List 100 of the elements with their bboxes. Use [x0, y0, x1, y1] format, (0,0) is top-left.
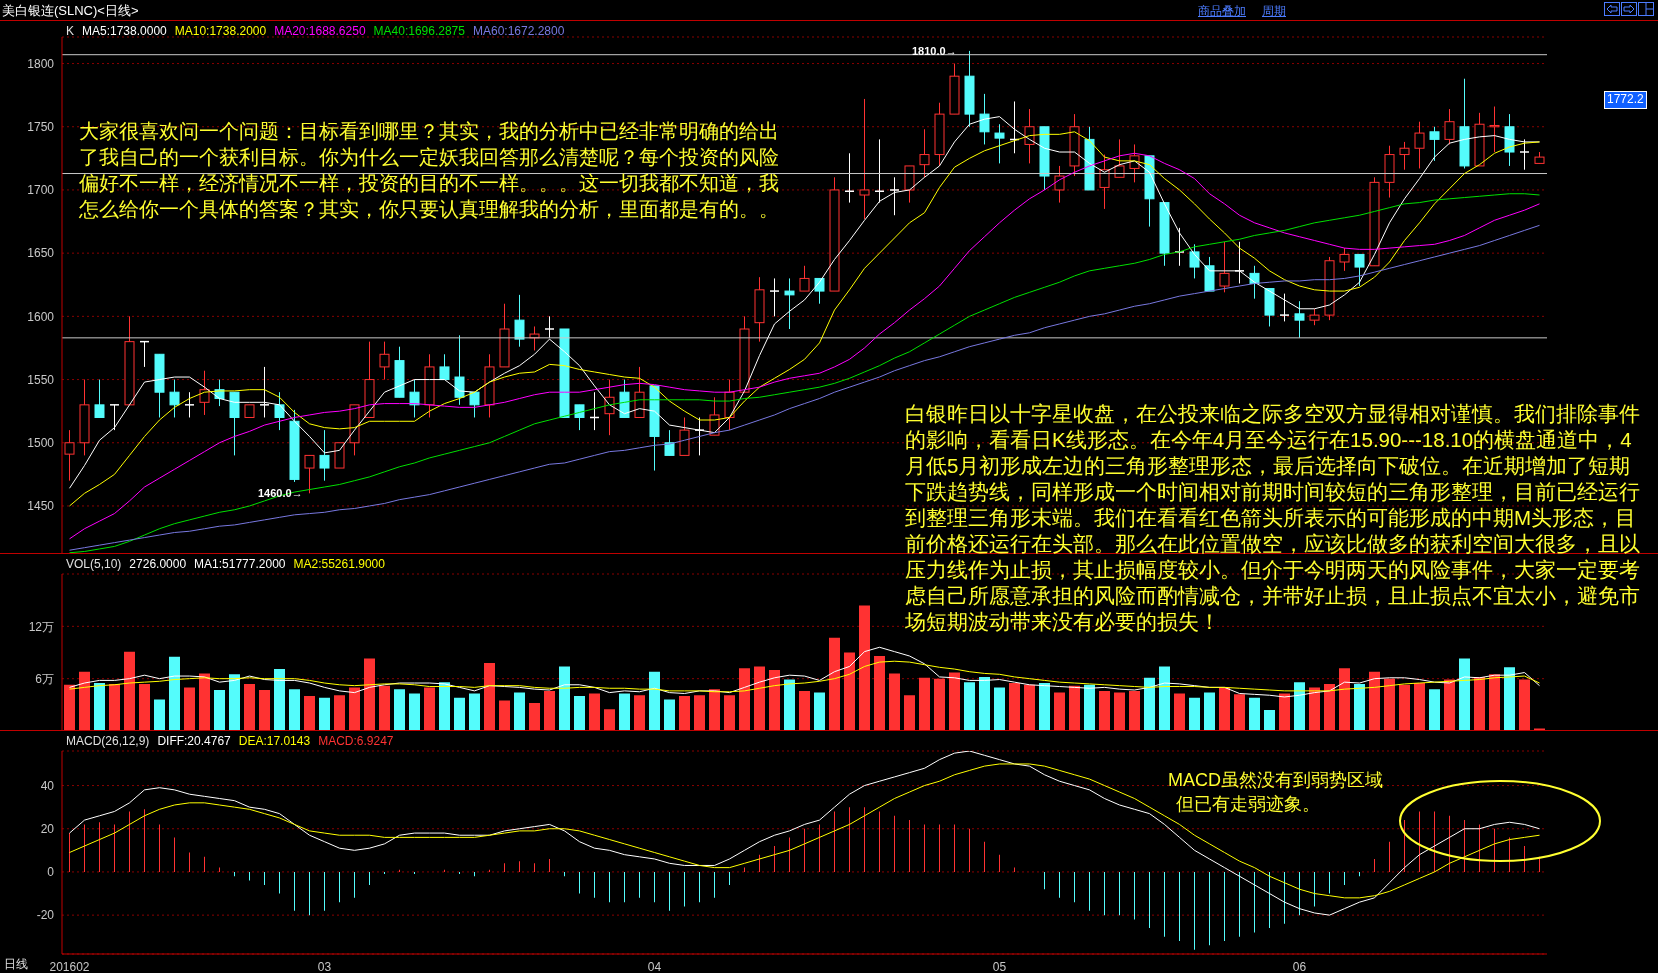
line-series [69, 660, 1540, 693]
candlestick [1339, 247, 1350, 272]
candlestick [769, 277, 780, 317]
candlestick [109, 404, 120, 431]
bar [1309, 687, 1320, 731]
bar [394, 689, 405, 731]
bar [499, 700, 510, 731]
y-tick-label: 1550 [27, 372, 55, 387]
bar [1009, 683, 1020, 731]
candlestick [994, 123, 1005, 164]
text: 白银昨日以十字星收盘，在公投来临之际多空双方显得相对谨慎。我们排除事件的影响，看看日K线形态。在今年4月至今运行在15.90---18.10的横盘通道中，4月低5月初形成左边的三角形整理形态，最后选择向下破位。在近期增加了短期下跌趋势线，同样形成一个时间相对前期时间较短的三角形整理，目前已经运行到整理三角形末端。我们在看看红色箭头所表示的可能形成的中期M头形态，目前价格还运行在头部。那么在此位置做空，应该比做多的获利空间大很多，且以压力线作为止损，其止损幅度较小。但介于今明两天的风险事件，大家一定要考虑自己所愿意承担的风险而酌情减仓，并带好止损，且止损点不宜太小，避免市场短期波动带来没有必要的损失！ [905, 402, 1640, 634]
bar [319, 697, 330, 731]
text: DEA:17.0143 [238, 734, 311, 748]
candlestick [259, 366, 270, 418]
candlestick [469, 391, 480, 418]
bar [289, 689, 300, 731]
y-tick-label: 1800 [27, 56, 55, 71]
text: MA20:1688.6250 [274, 24, 366, 38]
bar [1324, 683, 1335, 731]
bar [634, 695, 645, 731]
bar [1054, 692, 1065, 731]
x-tick-label: 201602 [49, 959, 90, 973]
bar [1069, 685, 1080, 731]
text: MA10:1738.2000 [174, 24, 267, 38]
bar [1489, 674, 1500, 731]
bar [544, 690, 555, 731]
bar [1204, 692, 1215, 731]
candlestick [1429, 126, 1440, 162]
annotation: 但已有走弱迹象。 [1176, 793, 1320, 816]
line-series [69, 751, 1540, 916]
candlestick [304, 454, 315, 494]
chart-title: 美白银连(SLNC)<日线> [2, 2, 139, 20]
bar [424, 687, 435, 731]
candlestick [1294, 300, 1305, 339]
y-tick-label: 1450 [27, 499, 55, 514]
bar [1474, 676, 1485, 731]
candlestick [1444, 108, 1455, 145]
annotation: 大家很喜欢问一个问题：目标看到哪里？其实，我的分析中已经非常明确的给出了我自己的一个获利目标。你为什么一定妖我回答那么清楚呢？每个投资的风险偏好不一样，经济情况不一样，投资的目的不一样。。。这一切我都不知道，我怎么给你一个具体的答案？其实，你只要认真理解我的分析，里面都是有的。。 [79, 119, 780, 222]
candlestick [574, 404, 585, 431]
text: MACD:6.9247 [318, 734, 394, 748]
bar [994, 687, 1005, 731]
bar [1369, 671, 1380, 731]
candlestick [454, 334, 465, 406]
legend-title: VOL(5,10) [66, 557, 122, 571]
candlestick [169, 379, 180, 418]
y-tick-label: 6万 [35, 671, 54, 686]
candlestick [859, 98, 870, 220]
bar [1429, 689, 1440, 731]
candlestick [1414, 121, 1425, 169]
bar [589, 693, 600, 731]
bar [604, 709, 615, 731]
bar [1159, 666, 1170, 731]
bar [379, 685, 390, 731]
candlestick [274, 391, 285, 431]
bar [1264, 710, 1275, 731]
candlestick [184, 391, 195, 418]
bar [1114, 692, 1125, 731]
bar [454, 697, 465, 731]
y-tick-label: 20 [40, 822, 55, 836]
bar [94, 683, 105, 731]
bar [184, 687, 195, 731]
bar [679, 696, 690, 731]
text: 周期 [1262, 4, 1286, 20]
bar [649, 671, 660, 731]
candlestick [1099, 154, 1110, 210]
bar [574, 696, 585, 731]
bar [829, 637, 840, 731]
candlestick [514, 294, 525, 348]
candlestick [439, 353, 450, 381]
text: MA60:1672.2800 [472, 24, 565, 38]
candlestick [199, 370, 210, 416]
candlestick [1189, 243, 1200, 279]
bar [1279, 693, 1290, 731]
candlestick [1354, 253, 1365, 287]
x-tick-label: 03 [317, 959, 332, 973]
bar [139, 683, 150, 731]
bar [1399, 684, 1410, 731]
bar [199, 673, 210, 731]
text: MA40:1696.2875 [373, 24, 465, 38]
y-tick-label: 1650 [27, 246, 55, 261]
y-tick-label: 0 [47, 865, 55, 880]
bar [1039, 683, 1050, 731]
candlestick [1054, 165, 1065, 204]
bar [484, 662, 495, 731]
candlestick [1489, 106, 1500, 153]
bar [169, 656, 180, 731]
y-tick-label: -20 [36, 908, 55, 923]
y-tick-label: 12万 [28, 619, 54, 634]
bar [1444, 679, 1455, 731]
bar [964, 682, 975, 731]
bar [754, 666, 765, 731]
bar [124, 651, 135, 731]
bar [349, 687, 360, 731]
bar [1384, 678, 1395, 731]
candlestick [544, 315, 555, 339]
bar [799, 690, 810, 731]
bar [1414, 683, 1425, 731]
bar [1354, 683, 1365, 731]
bar [919, 677, 930, 731]
bar [769, 669, 780, 731]
